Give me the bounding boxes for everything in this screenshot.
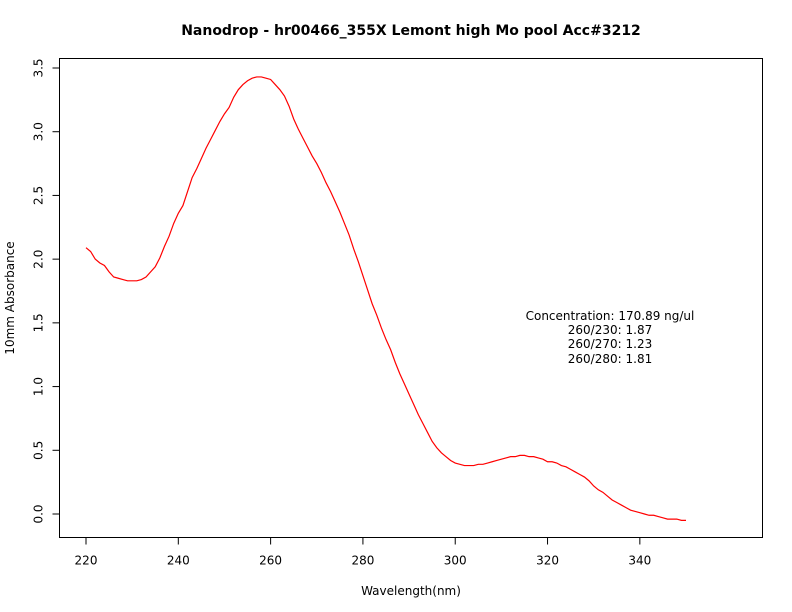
x-axis-label: Wavelength(nm) (361, 584, 461, 598)
x-tick-label: 280 (351, 554, 374, 568)
x-tick-label: 240 (167, 554, 190, 568)
y-tick-label: 1.5 (32, 313, 46, 332)
x-tick-label: 220 (75, 554, 98, 568)
x-tick-label: 340 (628, 554, 651, 568)
y-tick-label: 0.5 (32, 441, 46, 460)
x-axis: 220 240 260 280 300 320 340 (75, 537, 651, 568)
y-tick-label: 2.0 (32, 250, 46, 269)
chart-title: Nanodrop - hr00466_355X Lemont high Mo p… (181, 23, 641, 39)
y-tick-label: 2.5 (32, 186, 46, 205)
absorbance-series-line (85, 76, 686, 521)
y-tick-label: 3.0 (32, 122, 46, 141)
y-tick-label: 1.0 (32, 377, 46, 396)
x-tick-label: 320 (536, 554, 559, 568)
annotation-concentration: Concentration: 170.89 ng/ul (526, 309, 695, 323)
annotation-ratio-260-270: 260/270: 1.23 (568, 337, 652, 351)
y-tick-label: 3.5 (32, 58, 46, 77)
measurement-annotation: Concentration: 170.89 ng/ul 260/230: 1.8… (526, 309, 695, 366)
annotation-ratio-260-230: 260/230: 1.87 (568, 323, 652, 337)
x-tick-label: 260 (259, 554, 282, 568)
annotation-ratio-260-280: 260/280: 1.81 (568, 352, 652, 366)
plot-frame (59, 58, 763, 538)
y-axis-label: 10mm Absorbance (3, 241, 17, 354)
y-tick-label: 0.0 (32, 504, 46, 523)
x-tick-label: 300 (444, 554, 467, 568)
y-axis: 0.0 0.5 1.0 1.5 2.0 2.5 3.0 3.5 (32, 58, 60, 524)
